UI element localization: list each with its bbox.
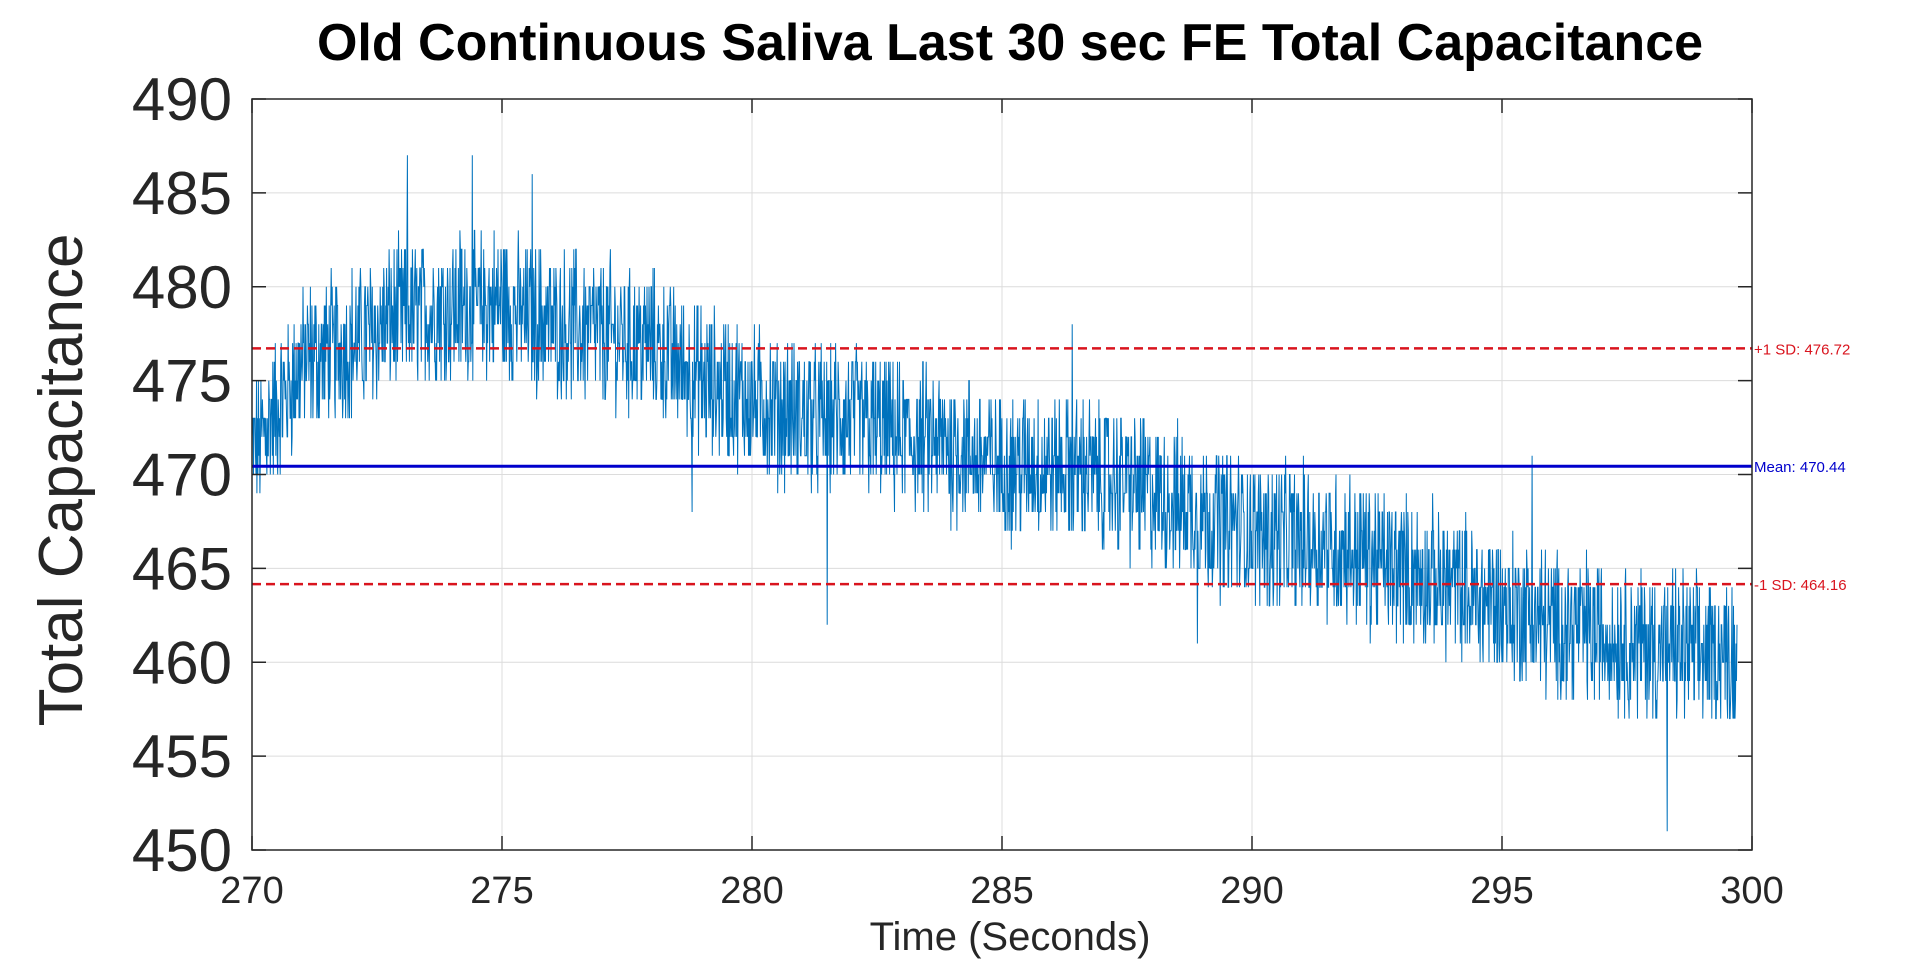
reference-lines: +1 SD: 476.72 Mean: 470.44 -1 SD: 464.16: [252, 341, 1850, 594]
y-tick-label: 490: [132, 66, 232, 133]
y-tick-label: 455: [132, 723, 232, 790]
series-layer: [251, 155, 1738, 832]
x-tick-label: 300: [1720, 870, 1783, 912]
x-tick-label: 295: [1470, 870, 1533, 912]
y-tick-label: 480: [132, 254, 232, 321]
reference-line-label: -1 SD: 464.16: [1754, 577, 1847, 594]
y-axis-label: Total Capacitance: [27, 234, 96, 727]
series-line-0: [251, 155, 1738, 832]
x-tick-label: 280: [720, 870, 783, 912]
tick-layer: 270 275 280 285 290 295 300 450 455 460 465 470 475 4…: [132, 66, 1784, 912]
reference-line-label: +1 SD: 476.72: [1754, 341, 1850, 358]
chart-title: Old Continuous Saliva Last 30 sec FE Tot…: [317, 14, 1703, 72]
x-tick-label: 285: [970, 870, 1033, 912]
y-tick-label: 450: [132, 817, 232, 884]
y-tick-label: 485: [132, 160, 232, 227]
y-tick-label: 475: [132, 348, 232, 415]
x-tick-label: 270: [220, 870, 283, 912]
x-tick-label: 290: [1220, 870, 1283, 912]
reference-line-label: Mean: 470.44: [1754, 459, 1846, 476]
y-tick-label: 460: [132, 629, 232, 696]
y-tick-label: 470: [132, 442, 232, 509]
y-tick-label: 465: [132, 535, 232, 602]
x-axis-label: Time (Seconds): [870, 915, 1151, 959]
x-tick-label: 275: [470, 870, 533, 912]
